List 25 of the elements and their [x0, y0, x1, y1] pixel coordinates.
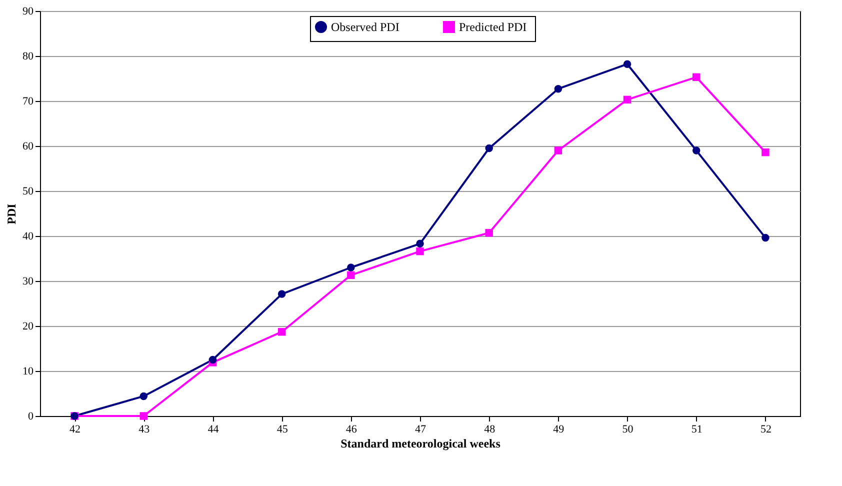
x-tick-label: 46 [346, 424, 358, 436]
legend-label: Observed PDI [331, 20, 400, 34]
y-tick-label: 70 [22, 96, 34, 108]
x-tick-label: 47 [415, 424, 426, 436]
x-tick-label: 45 [276, 424, 288, 436]
y-axis-title: PDI [4, 203, 18, 224]
y-tick-label: 20 [22, 320, 34, 332]
x-tick-label: 43 [138, 424, 150, 436]
y-tick-label: 10 [22, 366, 34, 378]
x-tick-label: 42 [70, 424, 81, 436]
y-tick-label: 80 [22, 50, 34, 62]
y-tick-label: 0 [28, 410, 34, 422]
y-tick-label: 60 [22, 140, 34, 152]
y-tick-label: 90 [22, 6, 34, 18]
x-tick-label: 51 [691, 424, 702, 436]
x-tick-label: 44 [208, 424, 220, 436]
legend-label: Predicted PDI [459, 20, 527, 34]
x-tick-label: 52 [760, 424, 772, 436]
x-tick-label: 49 [553, 424, 565, 436]
y-tick-label: 30 [22, 276, 34, 288]
x-axis-title: Standard meteorological weeks [340, 436, 501, 450]
x-tick-label: 48 [484, 424, 496, 436]
y-tick-label: 50 [22, 186, 34, 198]
y-tick-label: 40 [22, 230, 34, 242]
x-tick-label: 50 [622, 424, 634, 436]
